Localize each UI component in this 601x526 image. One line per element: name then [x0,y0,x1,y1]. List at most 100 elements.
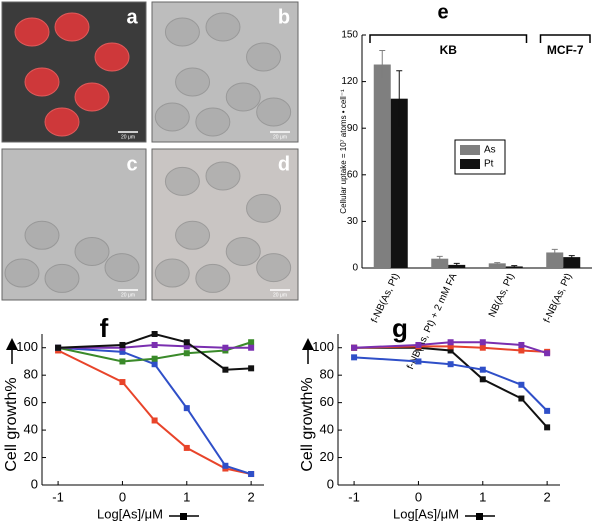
legend-swatch [460,159,480,169]
point [351,344,358,351]
cell [256,253,292,283]
y-tick-label: 30 [347,216,359,227]
point [183,444,190,451]
y-tick-label: 0 [327,476,334,491]
series-line [58,332,252,371]
cell [246,42,282,72]
legend-swatch [460,145,480,155]
point [248,471,255,478]
point [119,379,126,386]
cell [54,12,90,42]
y-tick-label: 60 [347,169,359,180]
point [151,417,158,424]
point [183,405,190,412]
x-tick-label: 2 [248,489,255,504]
error-bar [379,50,386,79]
point [55,344,62,351]
panel-label: e [437,1,448,23]
x-tick-label: 0 [415,489,422,504]
cell [246,193,282,223]
cell [24,220,60,250]
series-line [58,346,252,475]
y-tick-label: 120 [341,76,358,87]
bar [563,257,581,268]
point [518,395,525,402]
cell [74,82,110,112]
x-tick-label: -1 [348,489,360,504]
y-tick-label: 0 [352,263,358,274]
point [479,339,486,346]
group-label: MCF-7 [547,43,584,57]
error-bar [568,255,575,259]
y-tick-label: 60 [320,394,334,409]
panel-label: a [126,6,138,28]
cell [164,17,200,47]
cell [256,97,292,127]
y-tick-label: 90 [347,123,359,134]
x-tick-label: 0 [119,489,126,504]
y-tick-label: 40 [24,422,38,437]
point [415,341,422,348]
scale-bar-label: 20 μm [273,134,287,140]
point [222,366,229,373]
cell [195,263,231,293]
legend-label: As [484,145,496,156]
error-bar [396,70,403,127]
point [415,358,422,365]
bar [373,64,391,268]
y-tick-label: 80 [320,367,334,382]
x-tick-label: NB(As, Pt) [487,272,517,319]
y-axis-label: Cellular uptake = 10⁷ atoms • cell⁻¹ [339,89,348,214]
cell [205,161,241,191]
cell [225,236,261,266]
cell [175,220,211,250]
point [518,341,525,348]
y-tick-label: 60 [24,394,38,409]
point [151,361,158,368]
point [518,347,525,354]
series-line [354,345,548,353]
scale-bar-label: 20 μm [121,134,135,140]
cell [175,67,211,97]
x-tick-label: f-NB(As, Pt) + 2 mM FA [405,271,459,371]
point [544,407,551,414]
x-label-key-marker [476,513,483,520]
point [544,424,551,431]
point [183,343,190,350]
cell [94,42,130,72]
y-tick-label: 20 [320,449,334,464]
cell [24,67,60,97]
legend-label: Pt [484,159,494,170]
group-bracket [369,34,528,43]
error-bar [551,248,558,256]
y-tick-label: 20 [24,449,38,464]
error-bar [436,255,443,262]
point [518,381,525,388]
point [183,350,190,357]
cell [154,258,190,288]
x-axis-label: Log[As]/μM [97,506,163,521]
point [447,339,454,346]
point [151,331,158,337]
error-bar [453,262,460,267]
point [447,347,454,354]
cell [14,17,50,47]
series-line [57,341,252,363]
point [544,350,551,357]
point [479,376,486,383]
point [222,462,229,469]
bar [390,98,408,268]
point [119,341,126,348]
point [248,344,255,351]
scale-bar-label: 20 μm [273,292,287,298]
series-line [354,356,548,412]
y-tick-label: 100 [16,339,38,354]
cell [205,12,241,42]
y-axis-label: Cell growth% [299,377,316,471]
group-bracket [539,34,591,43]
point [447,361,454,368]
y-axis-label: Cell growth% [3,377,20,471]
y-tick-label: 40 [320,422,334,437]
point [351,354,358,361]
